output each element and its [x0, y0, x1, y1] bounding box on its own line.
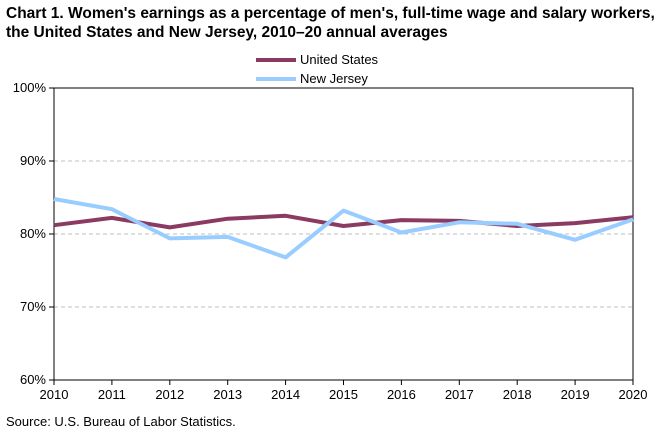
series-line-new-jersey	[53, 197, 634, 260]
y-tick-label-90: 90%	[20, 153, 46, 168]
x-tick-label-2011: 2011	[98, 387, 126, 402]
legend-swatch-new-jersey	[256, 76, 296, 81]
y-tick-label-70: 70%	[20, 299, 46, 314]
x-axis-ticks: 2010 2011 2012 2013 2014 2015 2016 2017 2018 2019…	[40, 380, 648, 402]
series-line-united-states	[53, 213, 634, 230]
legend-label-new-jersey: New Jersey	[300, 71, 368, 86]
y-tick-label-100: 100%	[13, 80, 47, 95]
legend-label-united-states: United States	[300, 52, 379, 67]
x-tick-label-2013: 2013	[213, 387, 242, 402]
x-tick-label-2018: 2018	[503, 387, 532, 402]
legend-swatch-united-states	[256, 57, 296, 62]
x-tick-label-2012: 2012	[155, 387, 184, 402]
x-tick-label-2015: 2015	[329, 387, 358, 402]
y-tick-label-80: 80%	[20, 226, 46, 241]
gridlines	[54, 160, 633, 308]
x-tick-label-2016: 2016	[387, 387, 416, 402]
x-tick-label-2014: 2014	[271, 387, 300, 402]
x-tick-label-2020: 2020	[619, 387, 648, 402]
source-note: Source: U.S. Bureau of Labor Statistics.	[6, 414, 236, 429]
x-tick-label-2010: 2010	[40, 387, 69, 402]
x-tick-label-2017: 2017	[445, 387, 474, 402]
legend-item-united-states: United States	[256, 50, 378, 69]
y-axis-ticks: 60% 70% 80% 90% 100%	[13, 80, 54, 387]
legend-item-new-jersey: New Jersey	[256, 69, 378, 88]
legend: United States New Jersey	[256, 50, 378, 88]
series-lines	[53, 197, 634, 260]
x-tick-label-2019: 2019	[561, 387, 590, 402]
chart-title: Chart 1. Women's earnings as a percentag…	[6, 5, 655, 41]
y-tick-label-60: 60%	[20, 372, 46, 387]
